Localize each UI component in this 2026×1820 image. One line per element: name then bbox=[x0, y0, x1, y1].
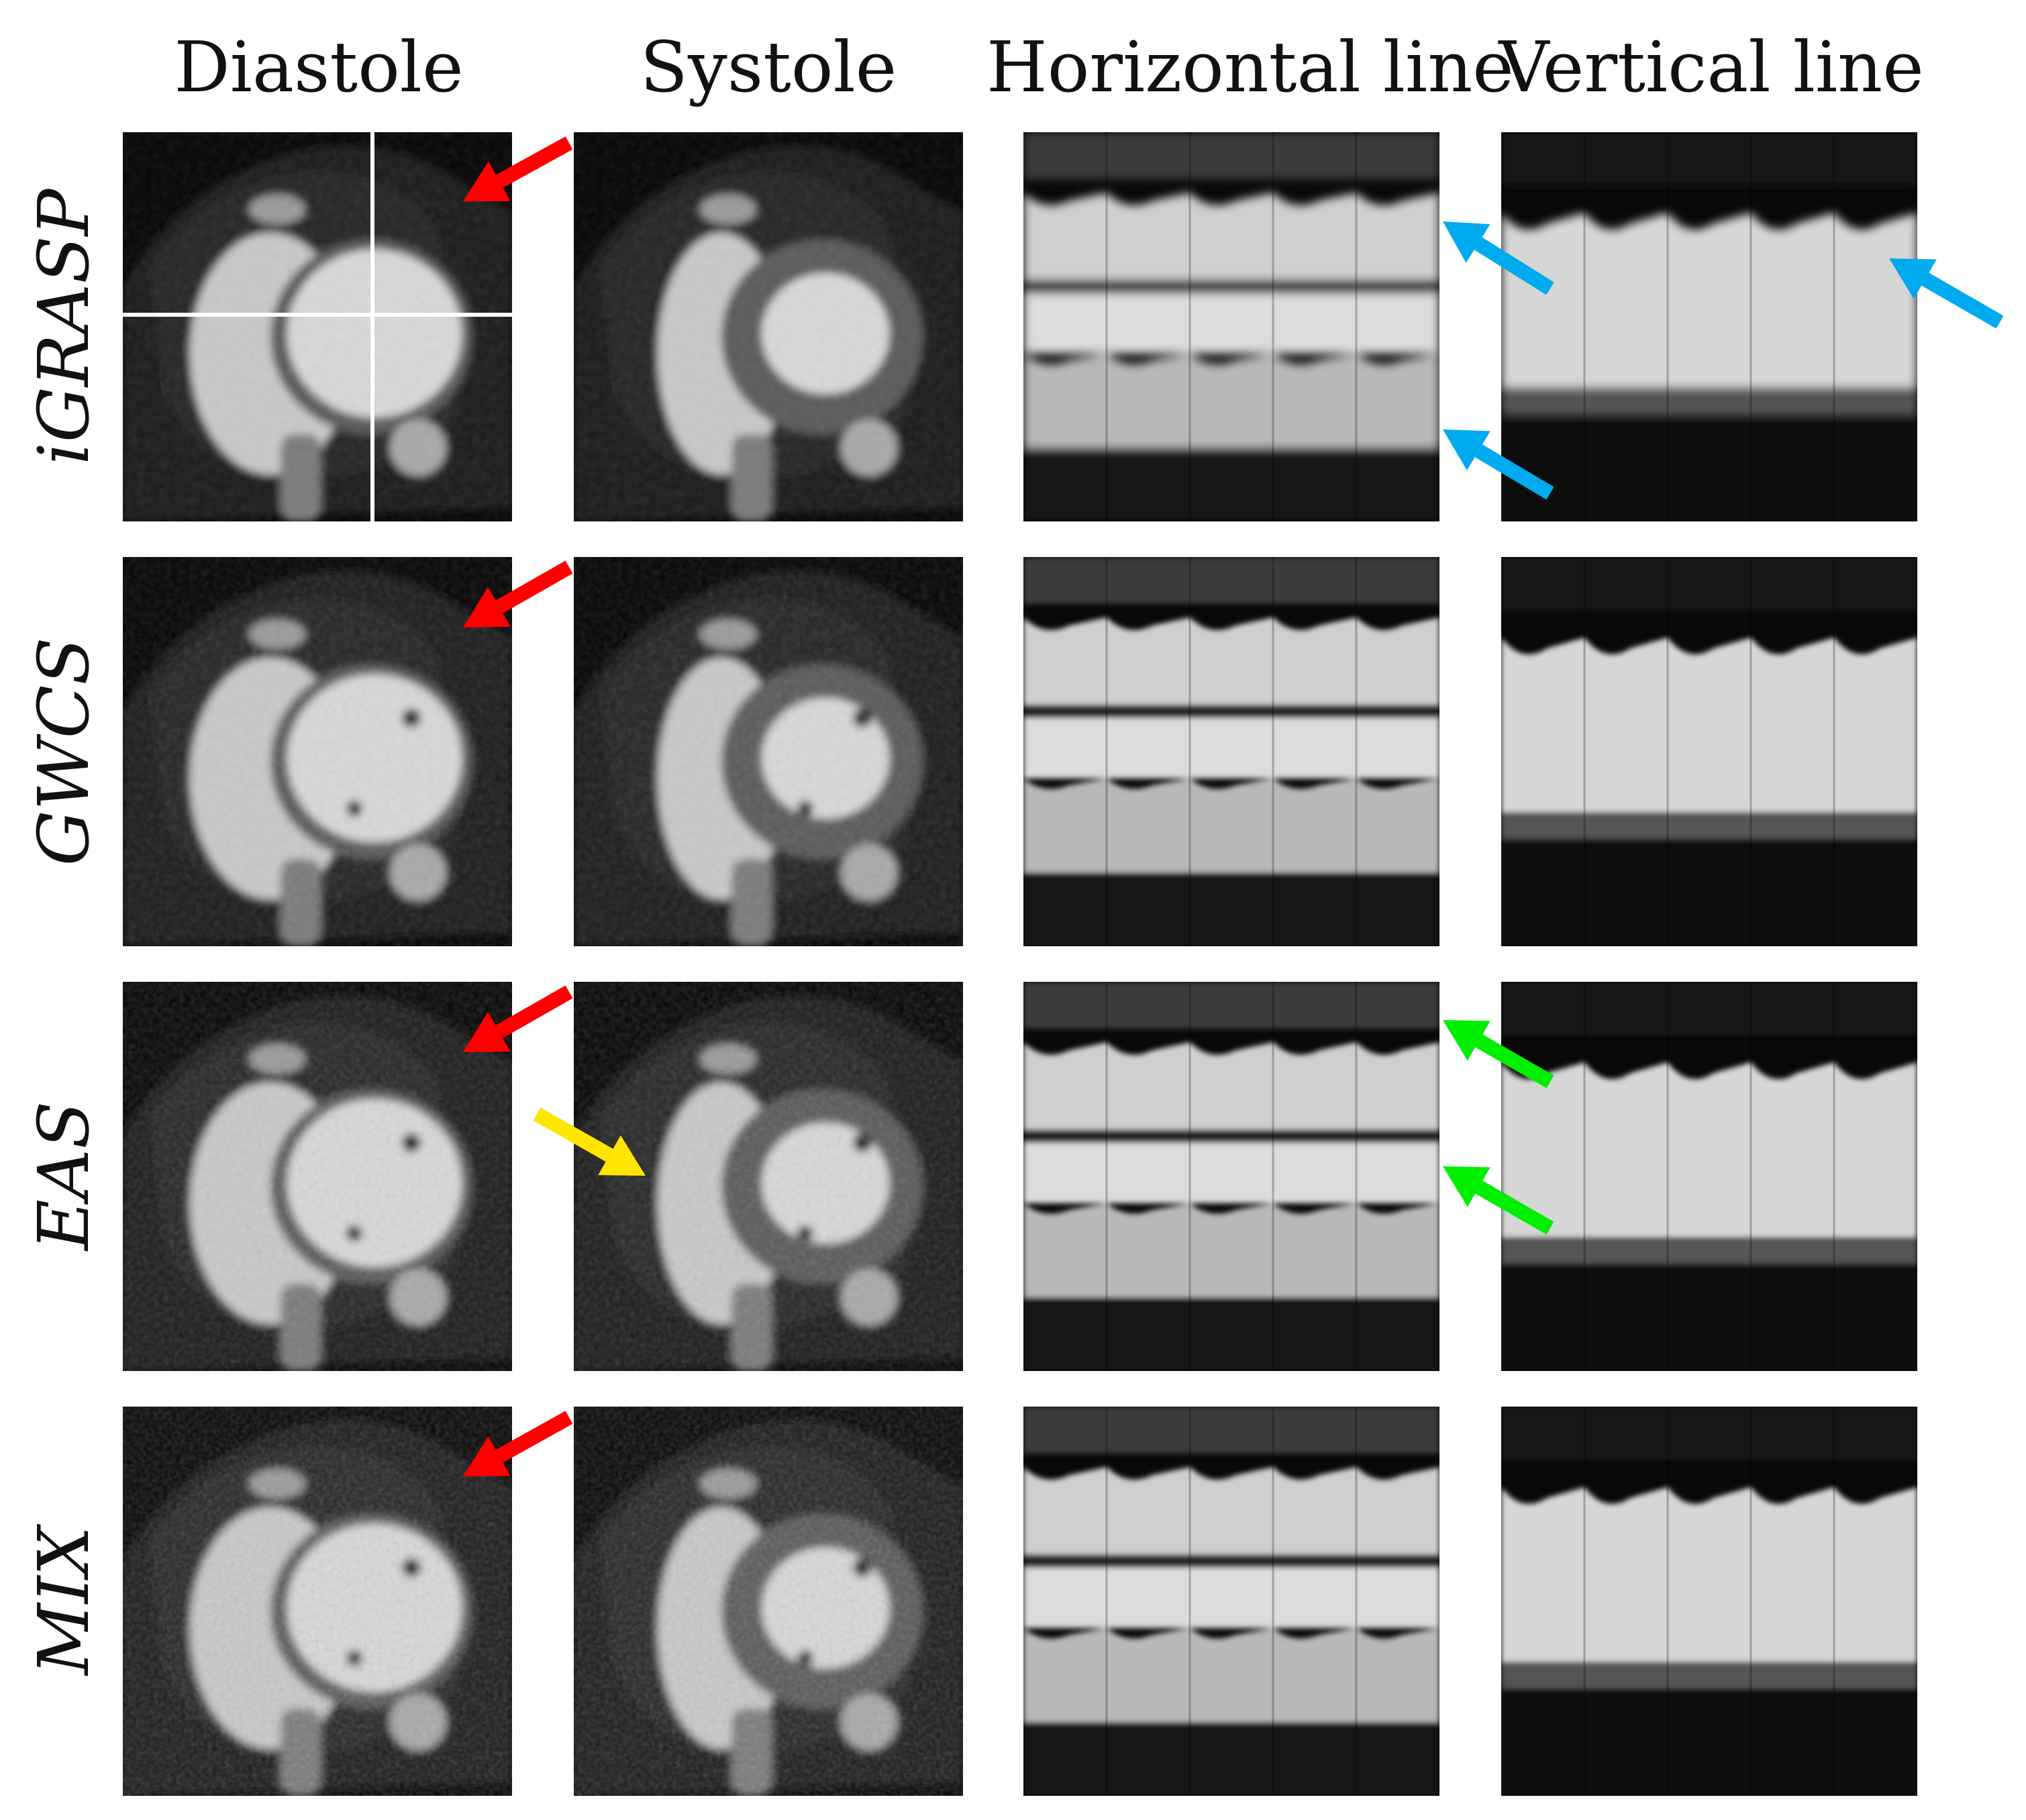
panel-gwcs-vertical-line bbox=[1501, 557, 1917, 946]
panel-igrasp-diastole bbox=[123, 132, 512, 521]
column-header-systole: Systole bbox=[640, 26, 897, 108]
panel-igrasp-vertical-line bbox=[1501, 132, 1917, 521]
panel-eas-vertical-line bbox=[1501, 982, 1917, 1371]
column-header-vertical-line: Vertical line bbox=[1499, 26, 1924, 108]
panel-igrasp-systole bbox=[574, 132, 963, 521]
panel-igrasp-horizontal-line bbox=[1023, 132, 1439, 521]
panel-eas-systole bbox=[574, 982, 963, 1371]
panel-mix-systole bbox=[574, 1407, 963, 1796]
row-label-igrasp: iGRASP bbox=[23, 189, 105, 465]
row-label-gwcs: GWCS bbox=[23, 637, 105, 866]
panel-gwcs-diastole bbox=[123, 557, 512, 946]
row-label-eas: EAS bbox=[23, 1101, 105, 1251]
row-label-mix: MIX bbox=[23, 1526, 105, 1675]
panel-mix-horizontal-line bbox=[1023, 1407, 1439, 1796]
panel-gwcs-horizontal-line bbox=[1023, 557, 1439, 946]
panel-mix-vertical-line bbox=[1501, 1407, 1917, 1796]
panel-gwcs-systole bbox=[574, 557, 963, 946]
panel-mix-diastole bbox=[123, 1407, 512, 1796]
column-header-horizontal-line: Horizontal line bbox=[986, 26, 1514, 108]
panel-eas-diastole bbox=[123, 982, 512, 1371]
panel-eas-horizontal-line bbox=[1023, 982, 1439, 1371]
column-header-diastole: Diastole bbox=[174, 26, 464, 108]
